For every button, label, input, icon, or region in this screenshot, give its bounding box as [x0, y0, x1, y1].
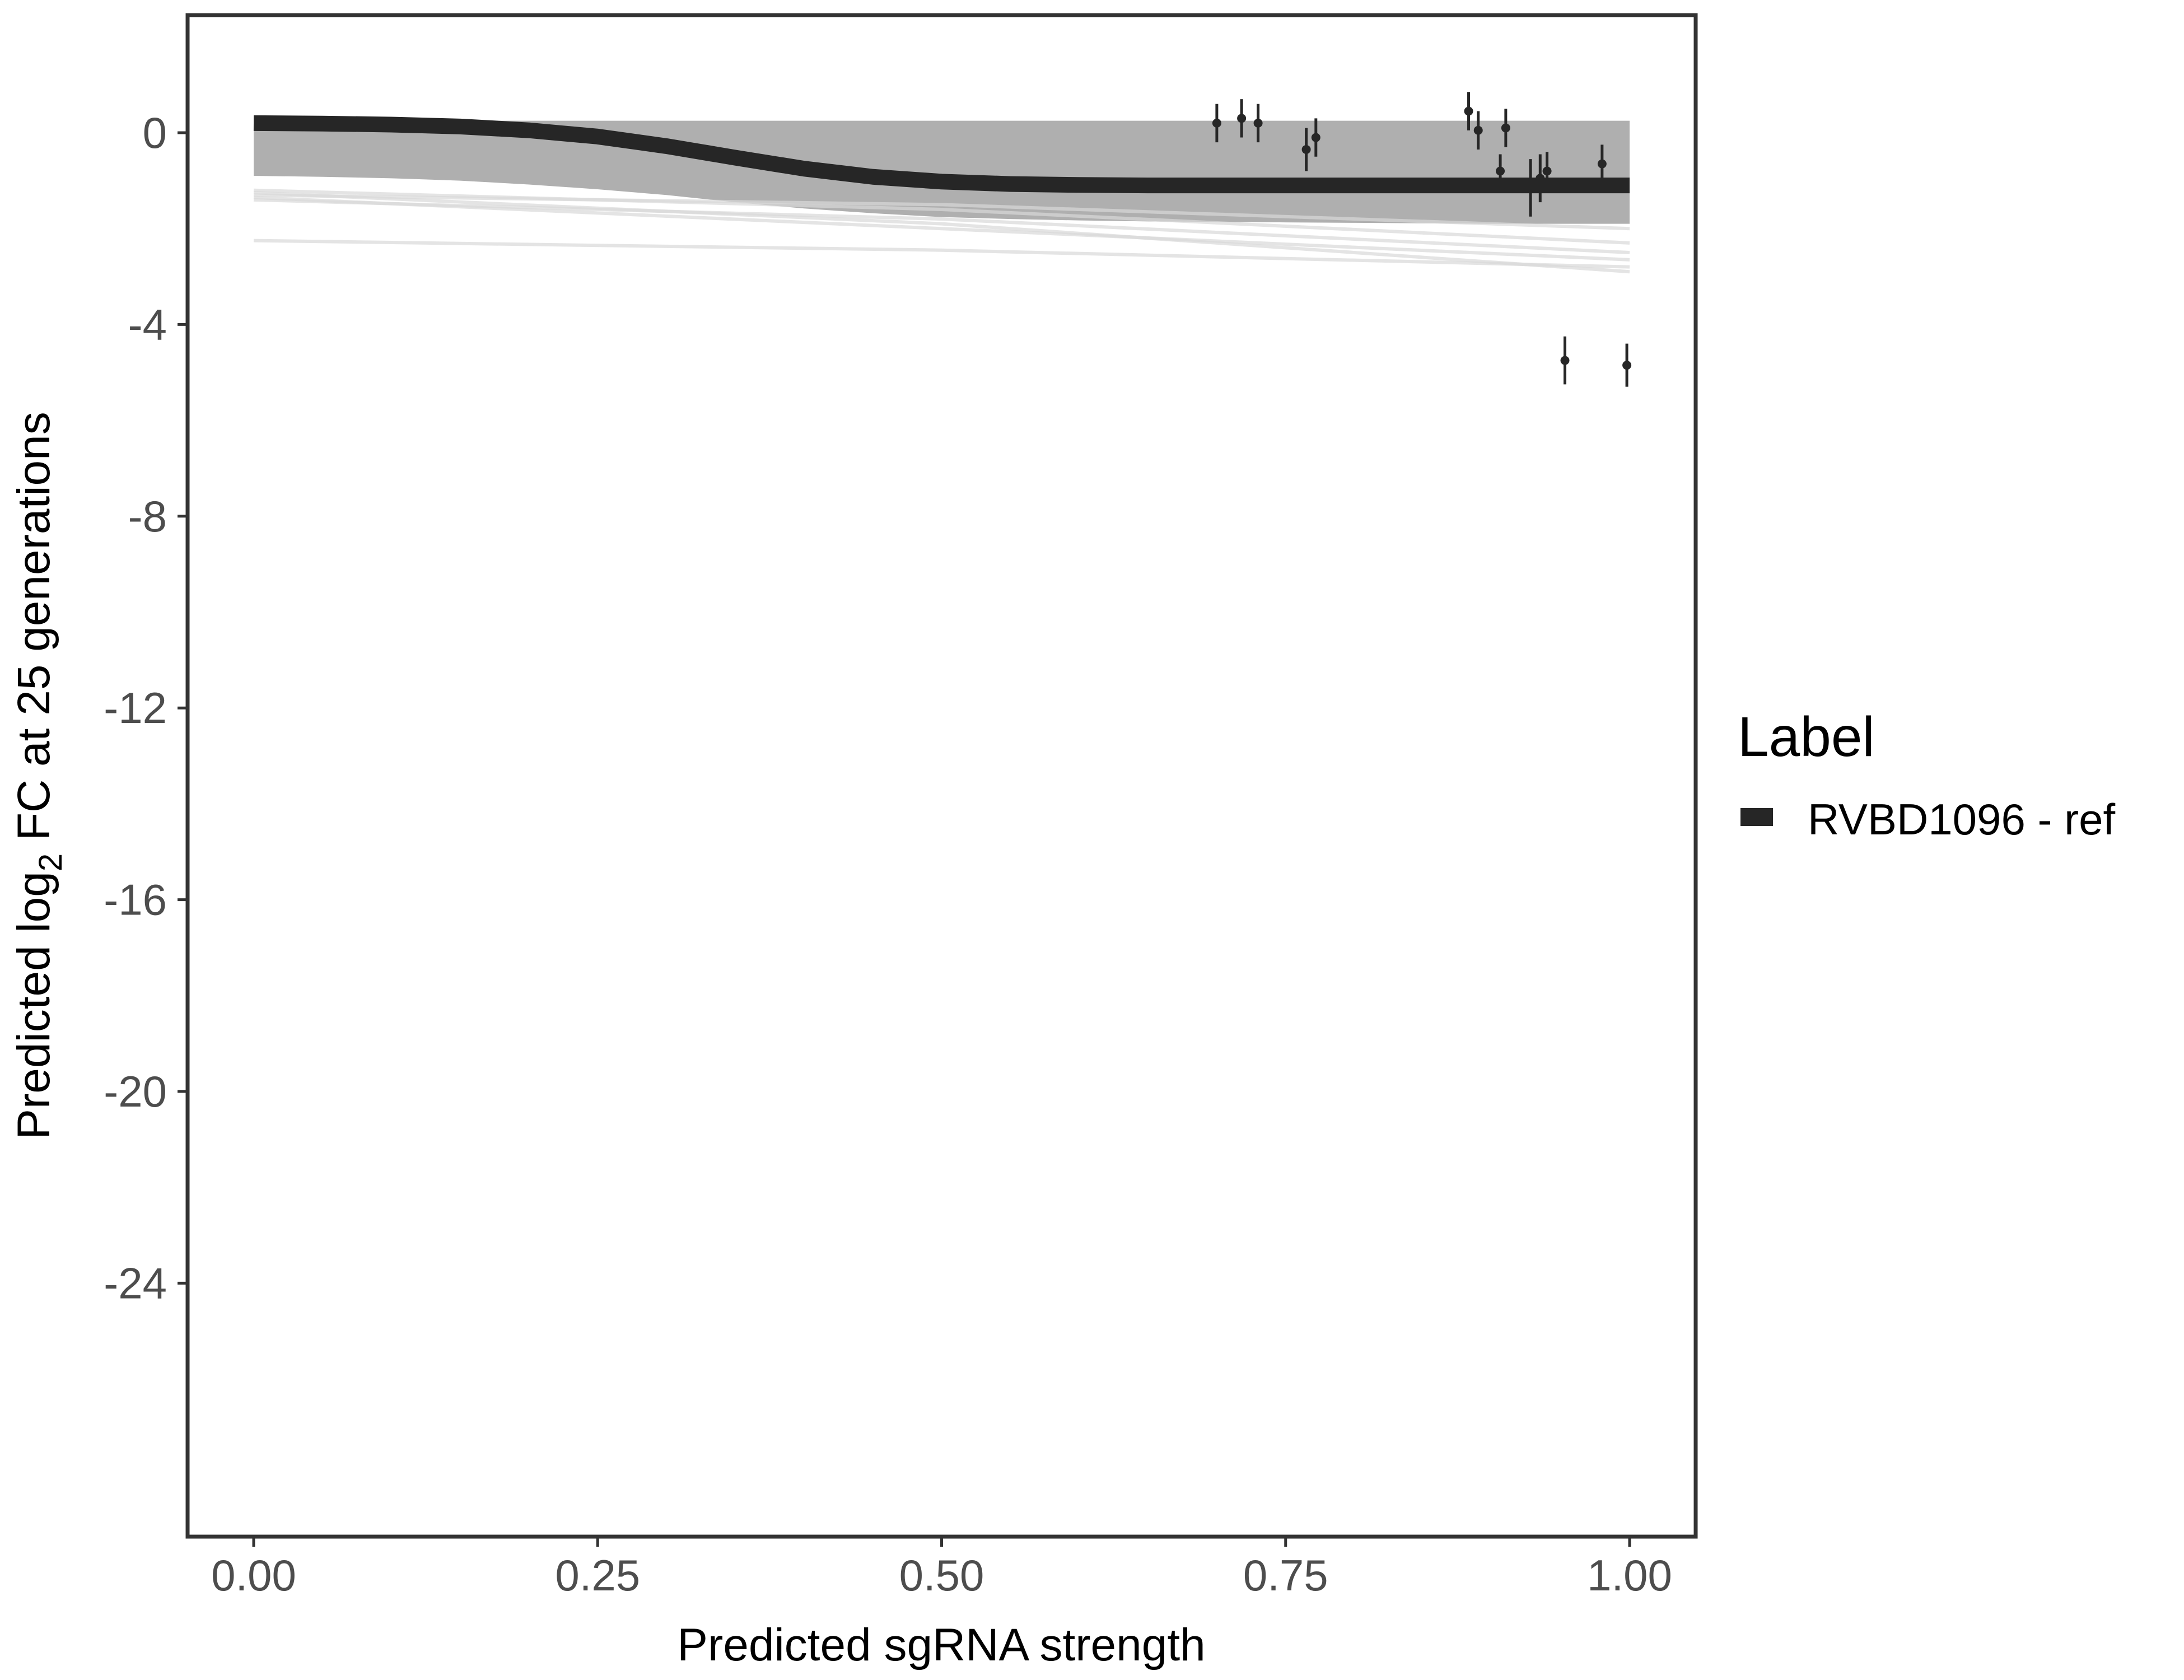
data-layer — [253, 92, 1632, 387]
legend-key-rvbd1096 — [1740, 808, 1773, 826]
data-point-11 — [1542, 152, 1552, 190]
y-axis-title: Predicted log2 FC at 25 generations — [8, 412, 69, 1139]
x-axis: 0.00 0.25 0.50 0.75 1.00 — [211, 1537, 1672, 1600]
observed-points-layer — [1212, 92, 1632, 387]
point-marker — [1501, 123, 1510, 133]
data-point-1 — [1237, 99, 1247, 138]
posterior-curve-5 — [253, 191, 1630, 274]
x-tick-label: 0.75 — [1243, 1551, 1328, 1600]
data-point-0 — [1212, 104, 1221, 143]
y-tick-label: -16 — [104, 875, 167, 925]
y-axis-title-prefix: Predicted log — [8, 871, 59, 1140]
data-point-10 — [1536, 154, 1545, 203]
x-axis-title: Predicted sgRNA strength — [677, 1620, 1205, 1670]
legend-title: Label — [1738, 706, 1875, 768]
plot-background — [188, 15, 1696, 1537]
point-marker — [1536, 174, 1545, 183]
data-point-7 — [1496, 154, 1505, 188]
point-marker — [1301, 144, 1311, 154]
point-marker — [1542, 166, 1552, 176]
y-tick-label: 0 — [143, 108, 167, 157]
fit-curve-rvbd1096 — [253, 115, 1630, 194]
x-tick-label: 0.00 — [211, 1551, 296, 1600]
posterior-band — [254, 120, 1630, 224]
x-tick-label: 0.25 — [555, 1551, 640, 1600]
y-axis: 0 -4 -8 -12 -16 -20 -24 — [104, 108, 188, 1308]
y-tick-label: -20 — [104, 1067, 167, 1116]
point-marker — [1253, 118, 1263, 128]
point-marker — [1464, 106, 1473, 116]
data-point-4 — [1311, 118, 1320, 157]
point-marker — [1212, 118, 1221, 128]
posterior-curve-4 — [253, 195, 1630, 262]
data-point-6 — [1473, 111, 1483, 150]
point-marker — [1311, 133, 1320, 142]
point-marker — [1560, 356, 1570, 365]
x-tick-label: 1.00 — [1587, 1551, 1672, 1600]
plot-panel — [188, 15, 1696, 1537]
point-marker — [1526, 183, 1536, 193]
point-marker — [1237, 114, 1247, 123]
point-marker — [1597, 159, 1607, 169]
y-tick-label: -8 — [128, 492, 167, 541]
posterior-curve-1 — [253, 188, 1630, 245]
posterior-curves-layer — [253, 188, 1630, 274]
data-point-12 — [1560, 336, 1570, 385]
point-marker — [1496, 166, 1505, 176]
data-point-13 — [1597, 144, 1607, 183]
legend: Label RVBD1096 - ref — [1738, 706, 2115, 844]
y-tick-label: -12 — [104, 683, 167, 732]
legend-label-rvbd1096: RVBD1096 - ref — [1808, 795, 2115, 844]
y-tick-label: -24 — [104, 1258, 167, 1308]
y-axis-title-subscript: 2 — [32, 853, 69, 871]
point-marker — [1473, 125, 1483, 135]
point-marker — [1622, 361, 1632, 370]
data-point-8 — [1501, 109, 1510, 147]
data-point-2 — [1253, 104, 1263, 143]
y-axis-title-suffix: FC at 25 generations — [8, 412, 59, 853]
posterior-band-layer — [254, 120, 1630, 224]
y-tick-label: -4 — [128, 300, 167, 349]
data-point-5 — [1464, 92, 1473, 130]
data-point-3 — [1301, 128, 1311, 171]
posterior-curve-3 — [253, 239, 1630, 269]
fit-curve-layer — [253, 115, 1630, 194]
data-point-9 — [1526, 159, 1536, 217]
x-tick-label: 0.50 — [899, 1551, 984, 1600]
data-point-14 — [1622, 343, 1632, 387]
